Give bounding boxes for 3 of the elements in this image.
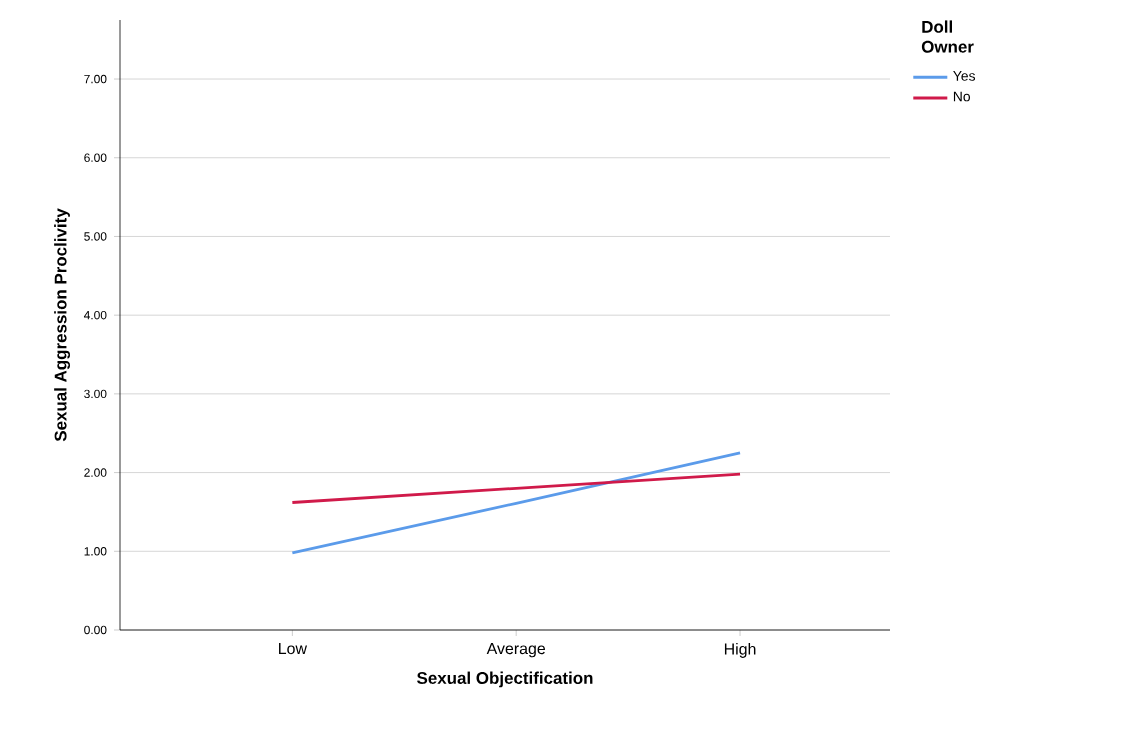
y-axis-title: Sexual Aggression Proclivity [54, 208, 71, 442]
legend-title: Doll Owner [921, 20, 974, 53]
x-axis-title: Sexual Objectification [417, 671, 593, 688]
